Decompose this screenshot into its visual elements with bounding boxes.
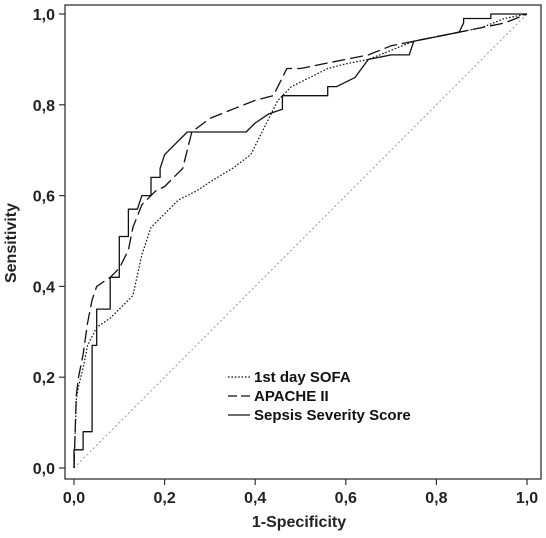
legend-label: Sepsis Severity Score (254, 407, 411, 424)
axis-ticks: 0,0 0,2 0,4 0,6 0,8 1,0 0,0 0,2 0,4 0,6 0,8 1,0 (33, 7, 538, 507)
legend-label: APACHE II (254, 388, 329, 405)
y-tick-label: 0,2 (33, 370, 55, 387)
y-axis-title: Sensitivity (3, 203, 20, 283)
y-tick-label: 0,6 (33, 189, 55, 206)
x-axis-title: 1-Specificity (252, 514, 346, 531)
x-tick-label: 0,6 (335, 490, 357, 507)
x-tick-label: 0,2 (153, 490, 175, 507)
plot-frame (64, 4, 542, 480)
y-tick-label: 0,8 (33, 98, 55, 115)
y-tick-label: 1,0 (33, 7, 55, 24)
legend: 1st day SOFA APACHE II Sepsis Severity Sco… (228, 369, 411, 424)
series-line-3 (73, 13, 527, 468)
legend-label: 1st day SOFA (254, 369, 351, 386)
series-layer (73, 13, 528, 469)
reference-layer (73, 13, 528, 469)
x-tick-label: 0,8 (425, 490, 447, 507)
x-tick-label: 0,0 (63, 490, 85, 507)
series-line-2 (73, 13, 528, 469)
y-tick-label: 0,0 (33, 461, 55, 478)
y-tick-label: 0,4 (33, 279, 55, 296)
x-tick-label: 1,0 (516, 490, 538, 507)
reference-diagonal-line (73, 13, 528, 469)
x-tick-label: 0,4 (244, 490, 266, 507)
